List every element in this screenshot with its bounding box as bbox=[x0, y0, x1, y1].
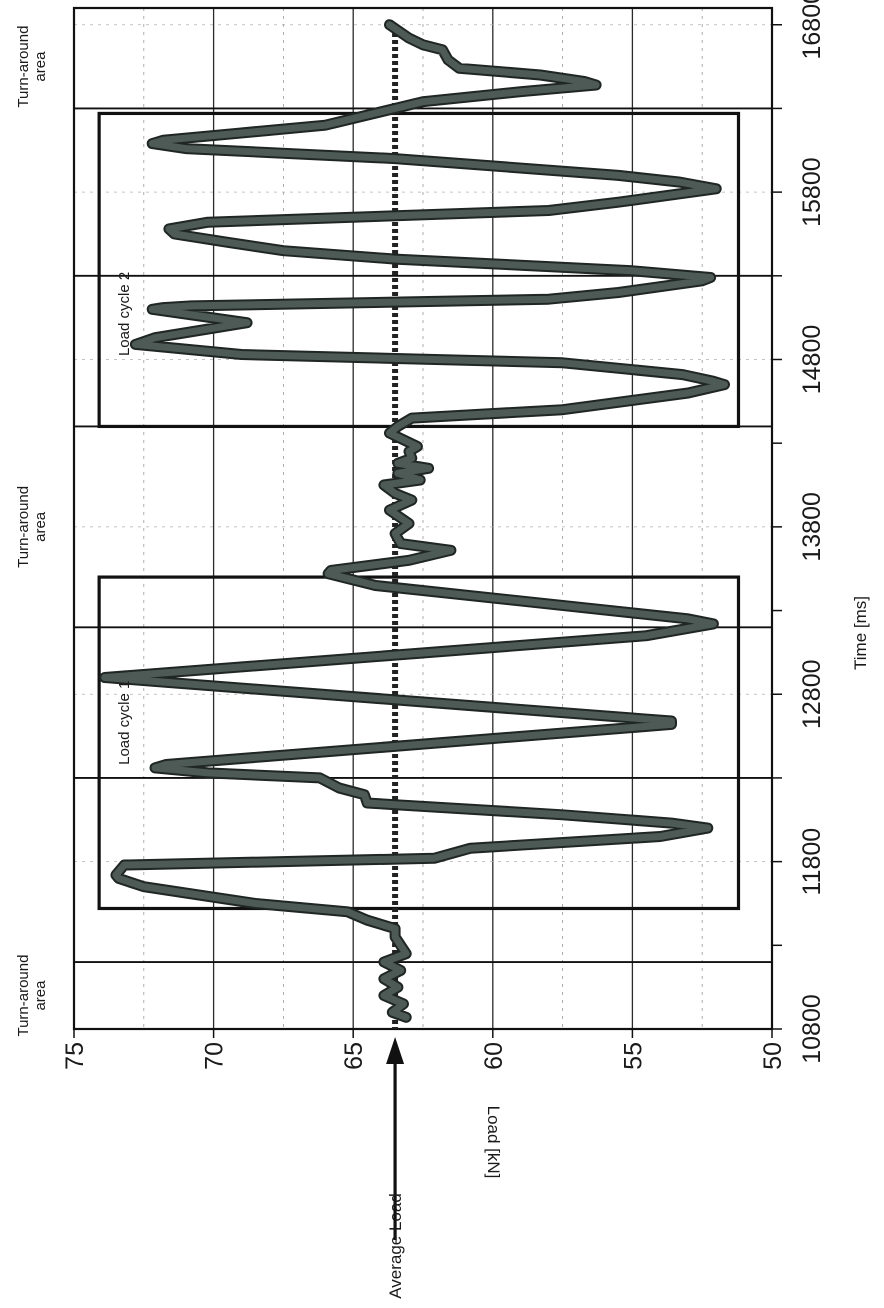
load-tick-label: 55 bbox=[619, 1042, 647, 1070]
y-axis-title: Load [kN] bbox=[484, 1106, 503, 1179]
average-load-arrowhead bbox=[386, 1037, 405, 1064]
plot-frame bbox=[72, 6, 774, 1031]
load-cycle-label-2: Load cycle 2 bbox=[116, 272, 133, 356]
load-tick-label: 65 bbox=[340, 1042, 368, 1070]
time-tick-label: 10800 bbox=[798, 994, 826, 1064]
average-load-layer bbox=[386, 26, 405, 1240]
turn-around-label: Turn-around bbox=[15, 955, 32, 1037]
load-cycle-box-1 bbox=[97, 575, 741, 911]
turn-around-label: Turn-around bbox=[15, 26, 32, 108]
series-layer bbox=[99, 19, 730, 1023]
x-axis-title: Time [ms] bbox=[851, 596, 870, 670]
load-tick-label: 50 bbox=[759, 1042, 787, 1070]
time-tick-label: 16800 bbox=[798, 0, 826, 60]
time-tick-label: 12800 bbox=[798, 659, 826, 729]
load-cycle-box-2 bbox=[97, 111, 741, 429]
time-tick-label: 15800 bbox=[798, 157, 826, 227]
load-cycle-boxes bbox=[97, 111, 741, 911]
series-line-1 bbox=[101, 21, 728, 1021]
load-cycle-label-1: Load cycle 1 bbox=[116, 681, 133, 765]
turn-around-label: area bbox=[32, 51, 49, 82]
average-load-label: Average Load bbox=[386, 1193, 405, 1299]
time-tick-label: 14800 bbox=[798, 325, 826, 395]
turn-around-label: area bbox=[32, 980, 49, 1011]
turn-around-label: Turn-around bbox=[15, 486, 32, 568]
time-tick-label: 13800 bbox=[798, 492, 826, 562]
load-tick-label: 60 bbox=[480, 1042, 508, 1070]
text-layer: Load cycle 1 Load cycle 2 Average Load 1080… bbox=[15, 0, 870, 1299]
turn-around-label: area bbox=[32, 511, 49, 542]
time-tick-label: 11800 bbox=[798, 828, 826, 896]
load-tick-label: 70 bbox=[201, 1042, 229, 1070]
load-tick-label: 75 bbox=[61, 1042, 89, 1070]
grid-layer bbox=[74, 8, 772, 1029]
